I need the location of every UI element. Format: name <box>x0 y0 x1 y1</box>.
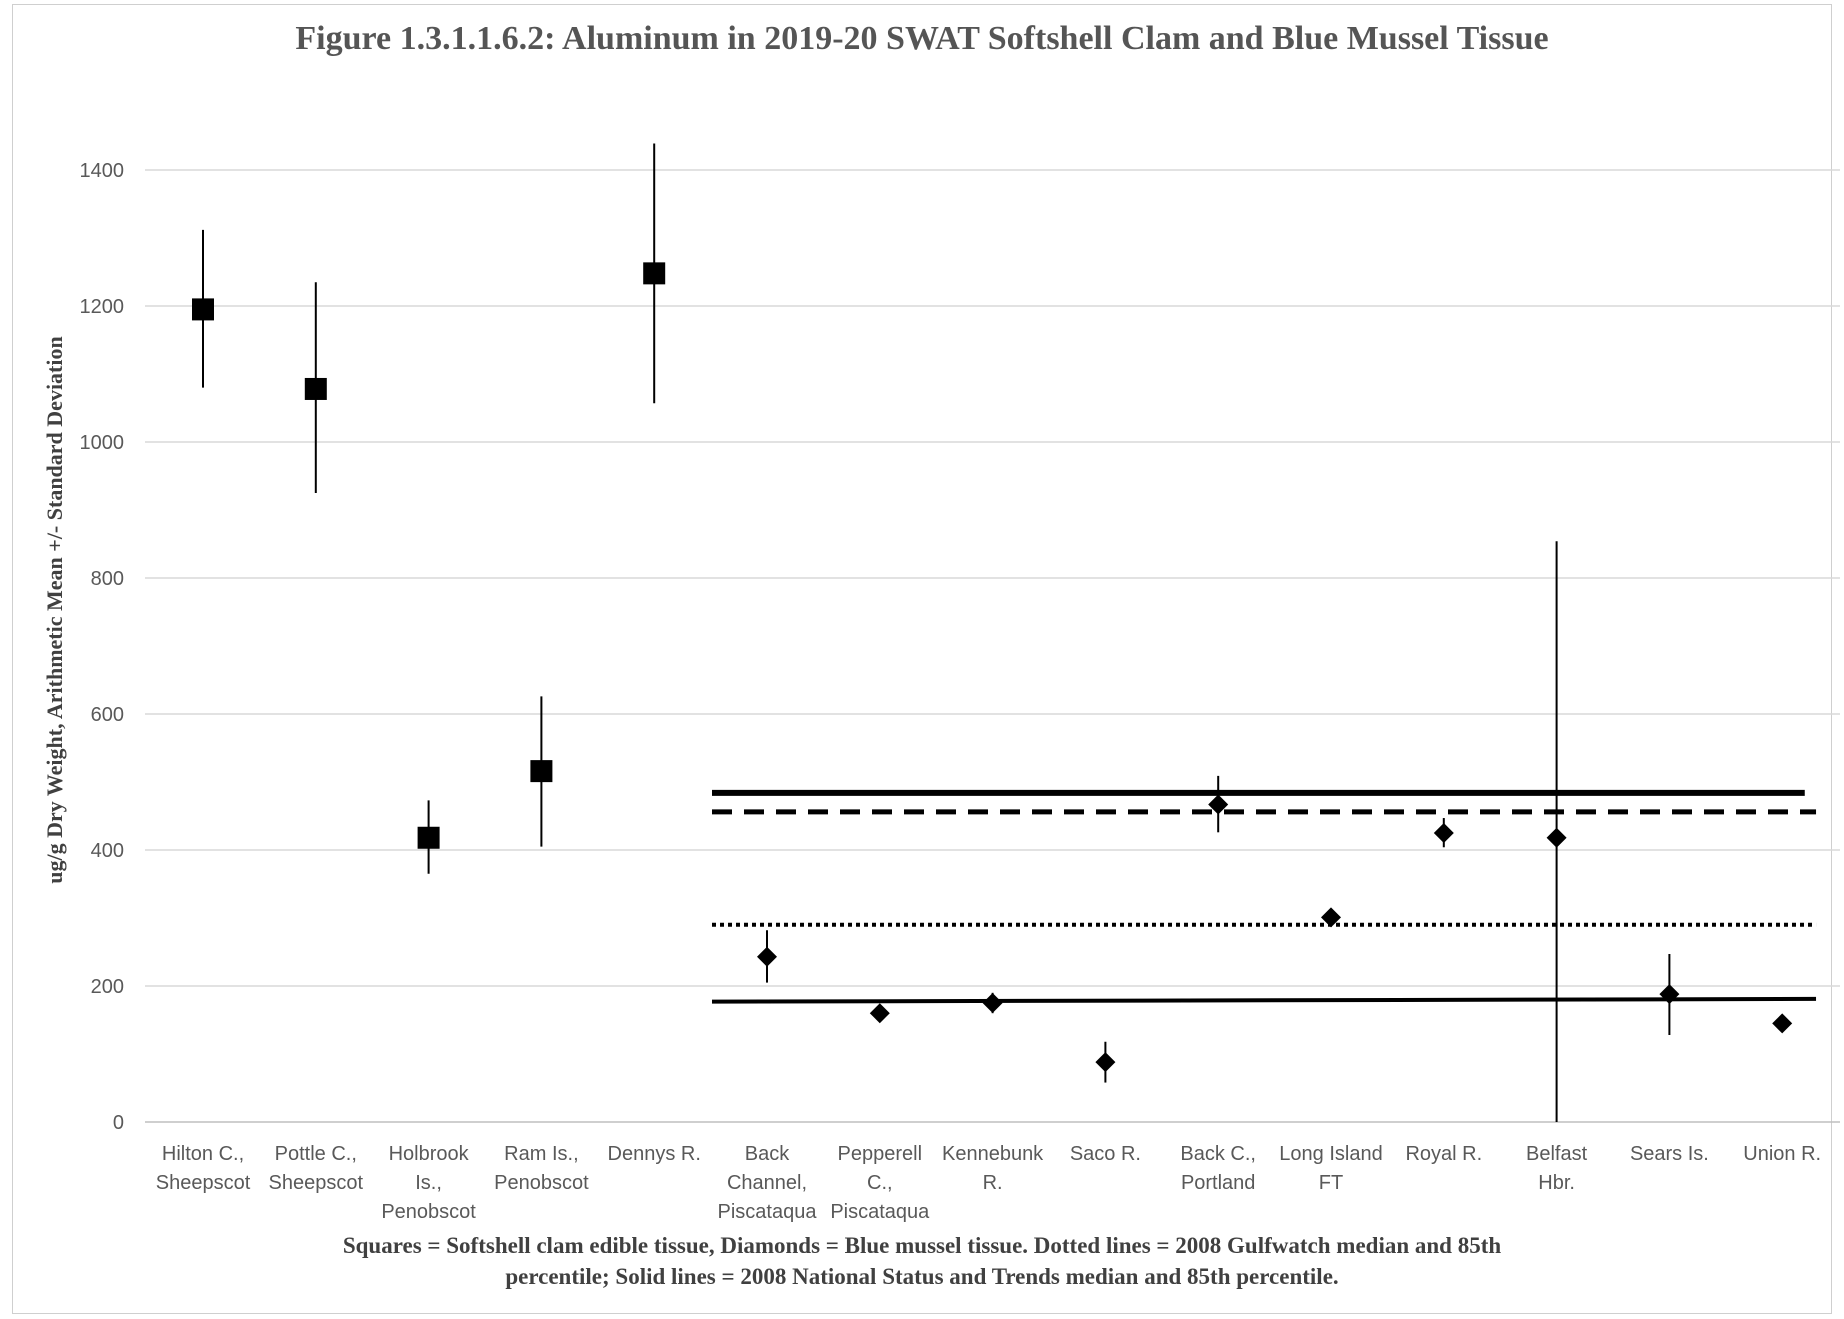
x-category-label-1-line-1: Sheepscot <box>269 1172 364 1194</box>
reference-line-4 <box>711 996 1817 1004</box>
x-category-label-9-line-0: Back C., <box>1180 1143 1256 1165</box>
x-category-label-6-line-1: C., <box>867 1172 893 1194</box>
y-tick-label-1000: 1000 <box>80 432 125 454</box>
chart-caption: Squares = Softshell clam edible tissue, … <box>0 1230 1844 1292</box>
y-axis-label: ug/g Dry Weight, Arithmetic Mean +/- Sta… <box>42 336 67 883</box>
x-category-label-12-line-1: Hbr. <box>1538 1172 1575 1194</box>
y-tick-label-800: 800 <box>91 568 124 590</box>
x-category-label-7-line-1: R. <box>983 1172 1003 1194</box>
y-tick-label-200: 200 <box>91 976 124 998</box>
x-category-label-5-line-0: Back <box>745 1143 790 1165</box>
square-marker-4 <box>643 262 666 285</box>
x-category-label-12-line-0: Belfast <box>1526 1143 1588 1165</box>
diamond-marker-0 <box>757 946 777 967</box>
y-tick-label-1200: 1200 <box>80 296 125 318</box>
y-tick-label-400: 400 <box>91 840 124 862</box>
reference-lines <box>711 789 1817 1004</box>
diamond-marker-7 <box>1546 827 1567 848</box>
x-category-label-3-line-0: Ram Is., <box>504 1143 578 1165</box>
x-category-label-3-line-1: Penobscot <box>494 1172 589 1194</box>
caption-line-2: percentile; Solid lines = 2008 National … <box>505 1264 1339 1289</box>
diamond-marker-9 <box>1772 1013 1793 1034</box>
chart-frame <box>12 4 1832 1314</box>
square-marker-2 <box>417 826 440 849</box>
diamond-marker-3 <box>1095 1052 1116 1073</box>
x-category-label-4-line-0: Dennys R. <box>608 1143 701 1165</box>
data-markers <box>192 262 1793 1073</box>
x-category-label-7-line-0: Kennebunk <box>942 1143 1044 1165</box>
square-marker-3 <box>530 760 553 783</box>
x-category-label-5-line-1: Channel, <box>727 1172 807 1194</box>
y-tick-label-600: 600 <box>91 704 124 726</box>
x-category-label-0-line-0: Hilton C., <box>162 1143 244 1165</box>
chart-title: Figure 1.3.1.1.6.2: Aluminum in 2019-20 … <box>295 20 1549 57</box>
y-tick-label-1400: 1400 <box>80 160 125 182</box>
y-tick-label-0: 0 <box>113 1112 124 1134</box>
x-category-label-0-line-1: Sheepscot <box>156 1172 251 1194</box>
gridlines <box>145 169 1840 987</box>
x-category-label-13-line-0: Sears Is. <box>1630 1143 1709 1165</box>
error-bars <box>202 143 1671 1122</box>
x-category-label-10-line-1: FT <box>1319 1172 1343 1194</box>
x-category-label-2-line-1: Is., <box>415 1172 442 1194</box>
x-category-label-9-line-1: Portland <box>1181 1172 1256 1194</box>
x-category-labels: Hilton C., Sheepscot Pottle C., Sheepscot Ho… <box>156 1143 1821 1223</box>
square-marker-0 <box>192 298 214 321</box>
x-category-label-5-line-2: Piscataqua <box>718 1201 818 1223</box>
x-category-label-10-line-0: Long Island <box>1279 1143 1382 1165</box>
x-category-label-1-line-0: Pottle C., <box>275 1143 357 1165</box>
diamond-marker-2 <box>982 993 1003 1013</box>
caption-line-1: Squares = Softshell clam edible tissue, … <box>342 1233 1502 1258</box>
x-category-label-2-line-0: Holbrook <box>389 1143 470 1165</box>
y-axis-ticks: 0 200 400 600 800 1000 1200 1400 <box>80 160 125 1134</box>
x-category-label-8-line-0: Saco R. <box>1070 1143 1141 1165</box>
diamond-marker-1 <box>869 1003 890 1024</box>
diamond-marker-5 <box>1321 907 1341 928</box>
x-category-label-6-line-2: Piscataqua <box>830 1201 930 1223</box>
x-category-label-14-line-0: Union R. <box>1743 1143 1821 1165</box>
x-category-label-11-line-0: Royal R. <box>1405 1143 1482 1165</box>
diamond-marker-4 <box>1208 794 1229 815</box>
diamond-marker-8 <box>1659 984 1680 1005</box>
x-category-label-6-line-0: Pepperell <box>838 1143 923 1165</box>
square-marker-1 <box>304 377 327 400</box>
x-category-label-2-line-2: Penobscot <box>381 1201 476 1223</box>
diamond-marker-6 <box>1433 823 1454 843</box>
